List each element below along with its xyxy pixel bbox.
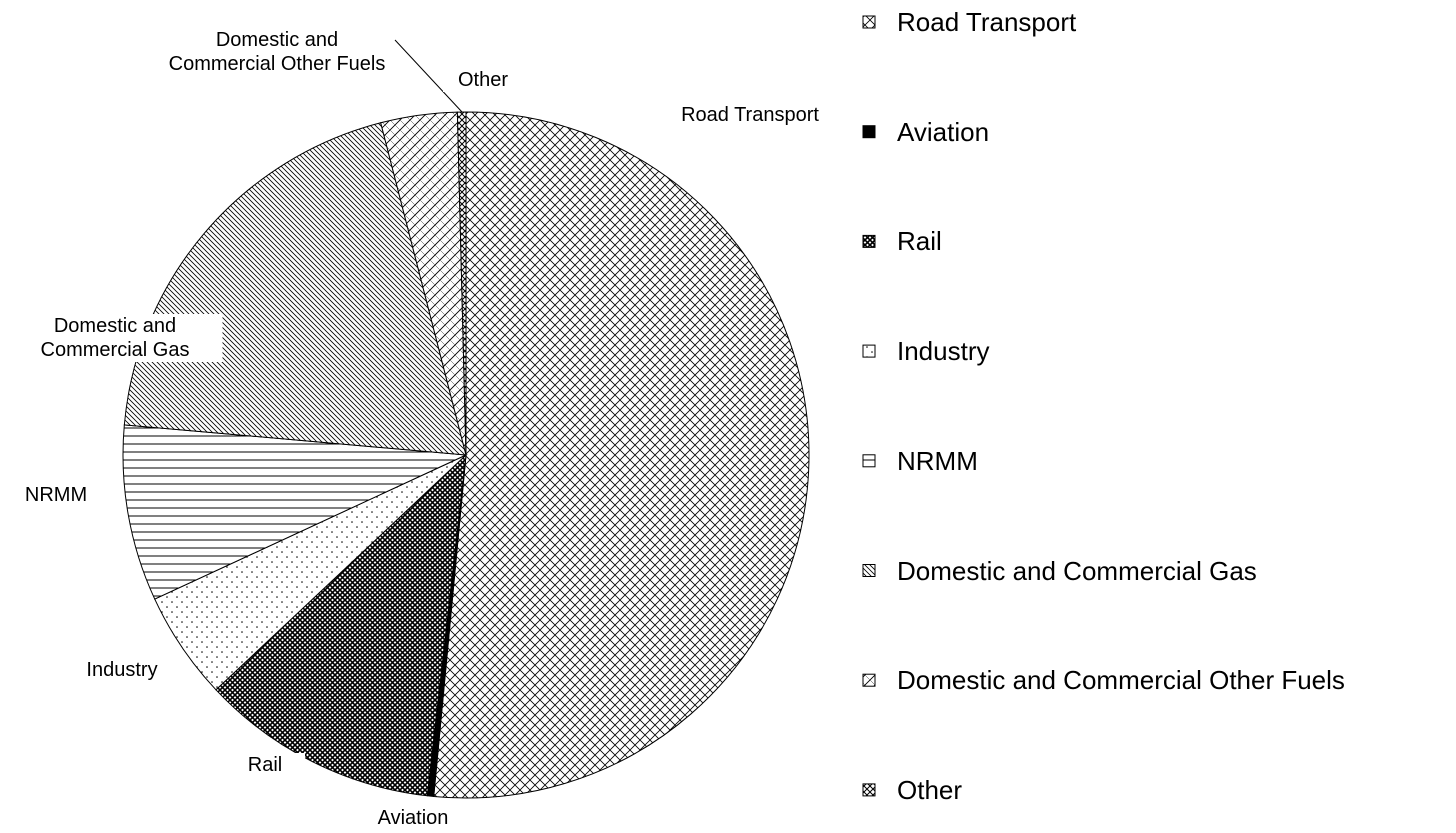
legend-swatch bbox=[862, 125, 876, 139]
slice-label: Other bbox=[443, 68, 523, 92]
legend-swatch bbox=[862, 344, 876, 358]
legend-label: Domestic and Commercial Other Fuels bbox=[897, 665, 1345, 696]
pie-slice bbox=[123, 122, 467, 456]
legend-label: NRMM bbox=[897, 445, 978, 476]
slice-label: Aviation bbox=[353, 806, 473, 830]
leader-line bbox=[394, 39, 463, 113]
legend-swatch bbox=[862, 673, 876, 687]
pie-slice bbox=[433, 111, 810, 799]
legend-label: Domestic and Commercial Gas bbox=[897, 555, 1257, 586]
slice-label: Domestic and Commercial Gas bbox=[7, 314, 223, 362]
slice-label: Road Transport bbox=[650, 103, 850, 127]
pie-slice bbox=[215, 453, 467, 797]
legend-label: Other bbox=[897, 774, 963, 805]
slice-label: Industry bbox=[62, 658, 182, 682]
pie-slice bbox=[456, 111, 467, 456]
slice-label: Domestic and Commercial Other Fuels bbox=[164, 28, 390, 76]
legend-label: Rail bbox=[897, 226, 942, 257]
legend-swatch bbox=[862, 564, 876, 577]
pie-slice bbox=[122, 424, 468, 600]
legend-swatch bbox=[862, 15, 876, 29]
legend-swatch bbox=[862, 454, 876, 468]
legend-label: Industry bbox=[897, 336, 990, 367]
slice-label: NRMM bbox=[6, 483, 106, 507]
legend-label: Road Transport bbox=[897, 7, 1077, 37]
legend-swatch bbox=[862, 234, 876, 248]
slice-label: Rail bbox=[225, 753, 305, 777]
legend-swatch bbox=[862, 783, 876, 797]
legend-label: Aviation bbox=[897, 116, 990, 147]
